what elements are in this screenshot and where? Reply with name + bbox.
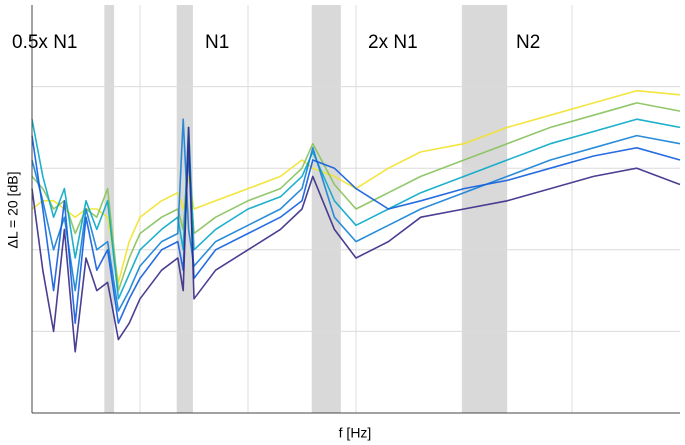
series-line — [31, 118, 681, 300]
band-label: 2x N1 — [368, 32, 418, 53]
band-label: N1 — [205, 32, 229, 53]
y-axis-label: ΔL = 20 [dB] — [5, 172, 21, 249]
band-label: 0.5x N1 — [12, 32, 77, 53]
series-line — [31, 126, 681, 353]
band-label: N2 — [516, 32, 540, 53]
plot-area — [31, 5, 681, 413]
x-axis-label: f [Hz] — [339, 425, 372, 441]
band — [461, 5, 508, 413]
